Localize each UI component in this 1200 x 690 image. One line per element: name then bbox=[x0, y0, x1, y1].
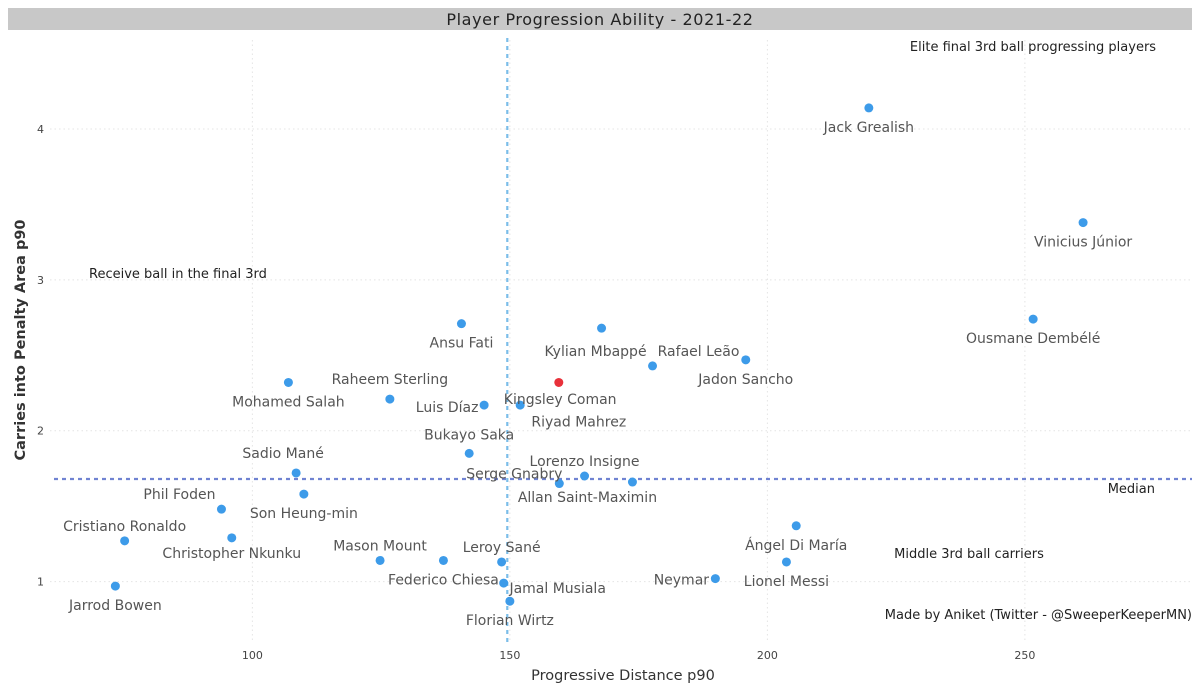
data-point[interactable] bbox=[864, 103, 874, 113]
data-point[interactable] bbox=[1078, 218, 1088, 228]
data-point[interactable] bbox=[597, 323, 607, 333]
annotation-credit: Made by Aniket (Twitter - @SweeperKeeper… bbox=[885, 608, 1192, 623]
point-label: Neymar bbox=[654, 573, 710, 589]
point-label: Ousmane Dembélé bbox=[966, 331, 1100, 347]
data-point[interactable] bbox=[580, 471, 590, 481]
data-point[interactable] bbox=[554, 377, 564, 387]
data-point[interactable] bbox=[1028, 314, 1038, 324]
data-point[interactable] bbox=[497, 557, 507, 567]
point-label: Leroy Sané bbox=[463, 540, 541, 556]
x-tick-label: 200 bbox=[757, 649, 778, 662]
point-label: Cristiano Ronaldo bbox=[63, 519, 186, 535]
y-tick-label: 3 bbox=[37, 274, 44, 287]
data-point[interactable] bbox=[479, 400, 489, 410]
annotation-elite: Elite final 3rd ball progressing players bbox=[910, 40, 1156, 55]
data-point[interactable] bbox=[456, 319, 466, 329]
point-label: Mason Mount bbox=[333, 538, 427, 554]
point-label: Lionel Messi bbox=[744, 574, 829, 590]
data-point[interactable] bbox=[791, 521, 801, 531]
point-label: Allan Saint-Maximin bbox=[518, 490, 657, 506]
point-label: Bukayo Saka bbox=[424, 427, 514, 443]
y-tick-label: 2 bbox=[37, 425, 44, 438]
point-label: Luis Díaz bbox=[416, 400, 479, 416]
data-point[interactable] bbox=[438, 555, 448, 565]
point-label: Kingsley Coman bbox=[504, 392, 617, 408]
data-point[interactable] bbox=[781, 557, 791, 567]
point-label: Federico Chiesa bbox=[388, 572, 499, 588]
x-tick-label: 250 bbox=[1014, 649, 1035, 662]
point-label: Riyad Mahrez bbox=[531, 414, 626, 430]
data-point[interactable] bbox=[464, 448, 474, 458]
data-point[interactable] bbox=[385, 394, 395, 404]
annotation-middle: Middle 3rd ball carriers bbox=[894, 547, 1044, 562]
data-point[interactable] bbox=[216, 504, 226, 514]
point-label: Serge Gnabry bbox=[466, 467, 562, 483]
data-point[interactable] bbox=[299, 489, 309, 499]
data-point[interactable] bbox=[648, 361, 658, 371]
point-label: Vinicius Júnior bbox=[1034, 235, 1132, 251]
data-point[interactable] bbox=[499, 578, 509, 588]
x-axis-title: Progressive Distance p90 bbox=[531, 668, 715, 684]
data-point[interactable] bbox=[283, 377, 293, 387]
point-label: Jadon Sancho bbox=[697, 372, 793, 388]
data-point[interactable] bbox=[227, 533, 237, 543]
x-tick-label: 100 bbox=[242, 649, 263, 662]
data-point[interactable] bbox=[710, 574, 720, 584]
point-label: Sadio Mané bbox=[242, 446, 323, 462]
point-label: Christopher Nkunku bbox=[162, 546, 301, 562]
point-label: Lorenzo Insigne bbox=[530, 454, 640, 470]
data-points bbox=[110, 103, 1088, 606]
data-point[interactable] bbox=[627, 477, 637, 487]
point-label: Mohamed Salah bbox=[232, 394, 345, 410]
point-label: Raheem Sterling bbox=[332, 372, 448, 388]
median-label: Median bbox=[1108, 482, 1155, 497]
y-axis-title: Carries into Penalty Area p90 bbox=[13, 219, 29, 460]
data-point[interactable] bbox=[515, 400, 525, 410]
annotation-receive: Receive ball in the final 3rd bbox=[89, 267, 267, 282]
point-label: Jack Grealish bbox=[823, 120, 914, 136]
point-label: Phil Foden bbox=[143, 487, 215, 503]
chart-title: Player Progression Ability - 2021-22 bbox=[8, 8, 1192, 30]
point-label: Ángel Di María bbox=[745, 537, 847, 554]
reference-lines bbox=[54, 38, 1192, 646]
quadrant-annotations: Elite final 3rd ball progressing players… bbox=[89, 40, 1192, 623]
data-point[interactable] bbox=[375, 555, 385, 565]
data-point[interactable] bbox=[291, 468, 301, 478]
point-label: Son Heung-min bbox=[250, 506, 358, 522]
point-label: Jamal Musiala bbox=[508, 581, 605, 597]
point-label: Rafael Leão bbox=[658, 344, 740, 360]
y-tick-label: 4 bbox=[37, 123, 44, 136]
data-point[interactable] bbox=[110, 581, 120, 591]
grid-lines bbox=[50, 40, 1192, 640]
x-tick-label: 150 bbox=[499, 649, 520, 662]
point-label: Jarrod Bowen bbox=[68, 598, 162, 614]
point-label: Kylian Mbappé bbox=[545, 344, 647, 360]
point-label: Ansu Fati bbox=[430, 336, 494, 352]
point-label: Florian Wirtz bbox=[466, 613, 554, 629]
data-point[interactable] bbox=[505, 596, 515, 606]
data-point[interactable] bbox=[554, 479, 564, 489]
y-tick-label: 1 bbox=[37, 576, 44, 589]
data-point[interactable] bbox=[120, 536, 130, 546]
data-point[interactable] bbox=[741, 355, 751, 365]
tick-labels: 100 150 200 250 1 2 3 4 bbox=[37, 123, 1035, 662]
point-labels: Jack Grealish Vinicius Júnior Ousmane Demb… bbox=[63, 120, 1132, 629]
